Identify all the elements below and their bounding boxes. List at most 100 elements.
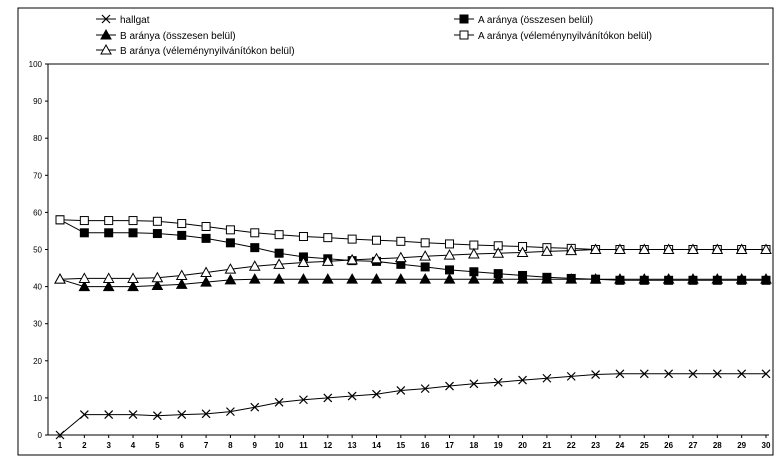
- data-point: [225, 225, 235, 235]
- x-tick-label: 3: [106, 441, 111, 450]
- data-point: [420, 384, 430, 394]
- data-point: [248, 273, 261, 284]
- legend-label: A aránya (összesen belül): [478, 15, 593, 26]
- y-tick-label: 60: [33, 208, 42, 217]
- data-point: [151, 279, 164, 290]
- data-point: [687, 243, 699, 254]
- x-tick-label: 10: [275, 441, 284, 450]
- data-point: [274, 230, 284, 240]
- data-point: [516, 246, 529, 257]
- x-tick-label: 24: [615, 441, 624, 450]
- x-tick-label: 14: [372, 441, 381, 450]
- data-point: [469, 240, 479, 250]
- x-tick-label: 20: [518, 441, 527, 450]
- legend-label: B aránya (összesen belül): [120, 31, 236, 42]
- x-tick-label: 2: [82, 441, 87, 450]
- data-point: [250, 402, 260, 412]
- data-point: [323, 393, 333, 403]
- series-line: [59, 373, 766, 436]
- data-point: [224, 273, 237, 285]
- legend-label: hallgat: [120, 15, 150, 26]
- y-tick-label: 10: [33, 394, 42, 403]
- data-point: [735, 243, 748, 254]
- data-point: [589, 243, 602, 254]
- data-point: [273, 273, 285, 284]
- x-tick-label: 5: [155, 441, 160, 450]
- data-point: [151, 271, 164, 283]
- data-point: [250, 243, 260, 253]
- data-point: [321, 255, 334, 266]
- data-point: [274, 397, 284, 407]
- data-point: [177, 219, 187, 229]
- x-tick-label: 4: [131, 441, 136, 450]
- x-tick-label: 16: [421, 441, 430, 450]
- x-tick-label: 9: [253, 441, 258, 450]
- data-point: [662, 243, 675, 254]
- legend-marker: [459, 30, 469, 40]
- data-point: [516, 273, 529, 284]
- x-tick-label: 30: [762, 441, 771, 450]
- data-point: [589, 273, 602, 284]
- data-point: [78, 280, 91, 292]
- data-point: [445, 265, 455, 275]
- data-point: [175, 269, 188, 280]
- data-point: [518, 375, 527, 385]
- y-tick-label: 0: [38, 431, 43, 440]
- data-point: [79, 228, 89, 238]
- data-point: [346, 253, 358, 265]
- x-tick-label: 15: [396, 441, 405, 450]
- series-line: [59, 249, 766, 280]
- data-point: [735, 273, 748, 284]
- data-point: [760, 273, 772, 284]
- data-point: [591, 370, 601, 379]
- data-point: [420, 238, 430, 248]
- data-point: [200, 276, 212, 287]
- data-point: [445, 239, 455, 249]
- chart-frame: [17, 7, 774, 456]
- x-tick-label: 17: [445, 441, 454, 450]
- data-point: [662, 273, 675, 284]
- data-point: [177, 230, 187, 240]
- data-point: [445, 381, 454, 391]
- legend-item: hallgat: [96, 14, 150, 26]
- data-point: [104, 216, 114, 226]
- y-tick-label: 40: [33, 283, 42, 292]
- data-point: [128, 216, 138, 226]
- data-point: [323, 233, 333, 243]
- data-point: [152, 411, 162, 421]
- data-point: [224, 263, 237, 274]
- x-tick-label: 13: [348, 441, 357, 450]
- data-point: [541, 245, 553, 256]
- x-tick-label: 18: [469, 441, 478, 450]
- data-point: [419, 250, 432, 261]
- x-tick-label: 27: [689, 441, 698, 450]
- data-point: [370, 252, 383, 264]
- legend-marker: [100, 28, 112, 40]
- data-point: [614, 243, 626, 254]
- legend-label: A aránya (véleménynyilvánítókon belül): [478, 31, 652, 42]
- x-tick-label: 29: [737, 441, 746, 450]
- series-0: [55, 369, 771, 440]
- data-point: [248, 260, 261, 271]
- data-point: [152, 229, 162, 239]
- data-point: [371, 235, 381, 245]
- data-point: [443, 273, 456, 284]
- data-point: [201, 221, 211, 231]
- data-point: [396, 386, 406, 395]
- data-point: [175, 278, 188, 289]
- data-point: [201, 233, 211, 243]
- data-point: [299, 395, 308, 405]
- data-point: [614, 273, 626, 284]
- y-tick-label: 70: [33, 171, 42, 180]
- data-point: [761, 369, 771, 379]
- data-point: [298, 232, 308, 242]
- x-tick-label: 28: [713, 441, 722, 450]
- data-point: [566, 371, 576, 381]
- data-point: [639, 369, 649, 379]
- y-tick-label: 20: [33, 357, 42, 366]
- y-tick-label: 100: [29, 60, 43, 69]
- data-point: [127, 272, 139, 283]
- data-point: [615, 369, 625, 379]
- data-point: [688, 369, 698, 379]
